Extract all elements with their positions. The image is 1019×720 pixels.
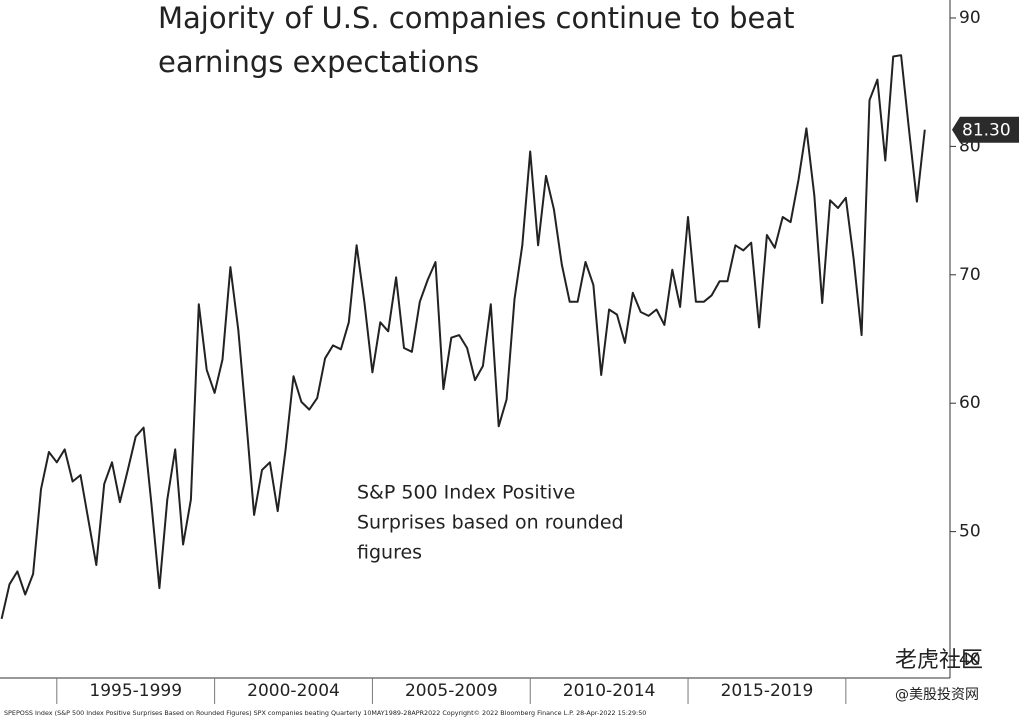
end-label-box — [952, 116, 1019, 143]
y-tick-label: 50 — [959, 522, 981, 542]
x-period-label: 2010-2014 — [563, 681, 656, 701]
x-period-label: 2000-2004 — [247, 681, 340, 701]
series-line — [0, 54, 926, 620]
annotation: Surprises based on rounded — [357, 512, 624, 534]
y-tick-label: 40 — [959, 650, 981, 670]
chart-title: Majority of U.S. companies continue to b… — [158, 1, 795, 35]
watermark: 老虎社区 — [895, 648, 983, 673]
y-tick-label: 90 — [959, 8, 981, 28]
watermark: @美股投资网 — [895, 687, 979, 703]
annotation: figures — [357, 542, 422, 564]
x-period-label: 1995-1999 — [89, 681, 182, 701]
y-tick-label: 70 — [959, 265, 981, 285]
end-label: 81.30 — [962, 121, 1011, 141]
annotation: S&P 500 Index Positive — [357, 482, 575, 504]
x-period-label: 2005-2009 — [405, 681, 498, 701]
footer: SPEPOSS Index (S&P 500 Index Positive Su… — [4, 709, 646, 717]
y-tick-label: 60 — [959, 393, 981, 413]
chart-title: earnings expectations — [158, 45, 479, 79]
x-period-label: 2015-2019 — [721, 681, 814, 701]
